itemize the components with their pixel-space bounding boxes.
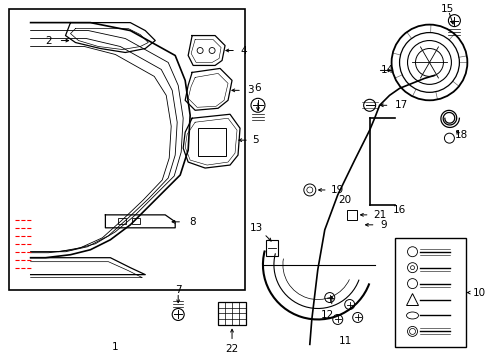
Text: 14: 14 xyxy=(380,66,393,76)
Bar xyxy=(132,218,140,224)
Bar xyxy=(265,240,277,256)
Text: 21: 21 xyxy=(372,210,386,220)
Bar xyxy=(198,128,225,156)
Text: 20: 20 xyxy=(338,195,350,205)
Text: 8: 8 xyxy=(188,217,195,227)
Text: 15: 15 xyxy=(440,4,453,14)
Text: 11: 11 xyxy=(338,336,352,346)
Text: 18: 18 xyxy=(454,130,467,140)
Text: 9: 9 xyxy=(380,220,386,230)
Text: 22: 22 xyxy=(225,345,238,354)
Text: 3: 3 xyxy=(246,85,253,95)
Bar xyxy=(394,238,466,347)
Text: 5: 5 xyxy=(252,135,259,145)
Text: 7: 7 xyxy=(175,284,181,294)
Text: 12: 12 xyxy=(321,310,334,320)
Bar xyxy=(218,302,245,325)
Text: 4: 4 xyxy=(240,45,247,55)
Text: 13: 13 xyxy=(249,223,262,233)
Bar xyxy=(9,9,244,289)
Text: 1: 1 xyxy=(112,342,119,352)
Text: 6: 6 xyxy=(254,84,261,93)
Bar xyxy=(346,210,356,220)
Text: 16: 16 xyxy=(392,205,406,215)
Text: 10: 10 xyxy=(472,288,485,298)
Text: 17: 17 xyxy=(394,100,407,110)
Text: 19: 19 xyxy=(330,185,344,195)
Text: 2: 2 xyxy=(45,36,52,46)
Bar xyxy=(118,218,126,224)
